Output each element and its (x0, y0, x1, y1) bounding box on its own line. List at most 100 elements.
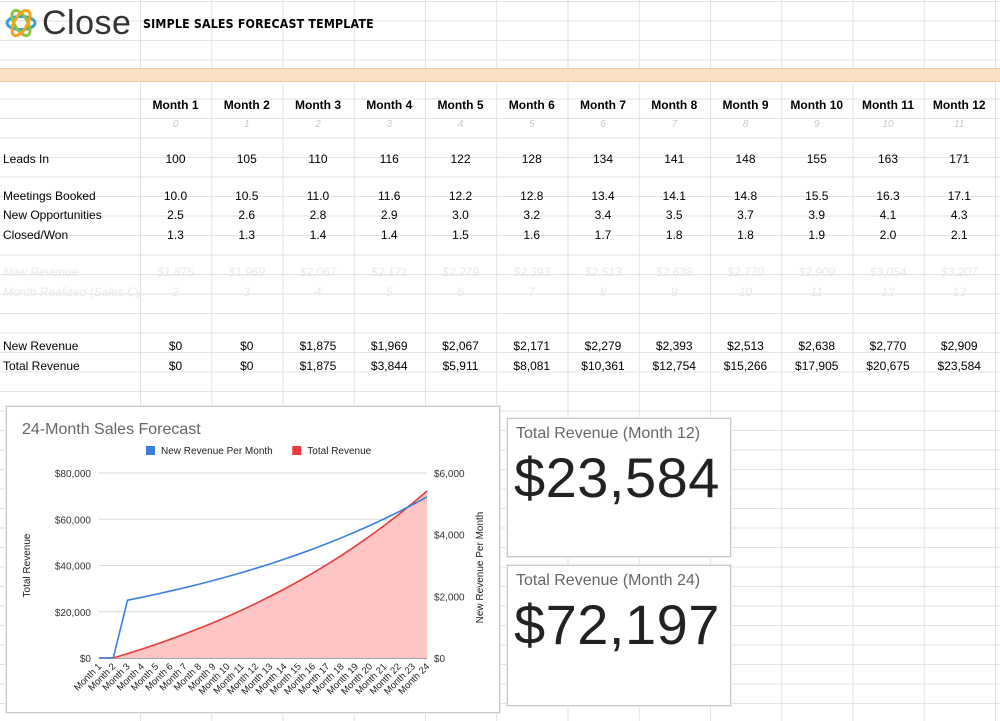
table-cell[interactable]: 2.9 (380, 208, 398, 222)
table-cell[interactable]: 3 (243, 285, 251, 299)
table-cell[interactable]: Month 8 (651, 98, 698, 112)
table-cell[interactable]: 1.7 (594, 228, 612, 242)
table-cell[interactable]: $1,969 (228, 265, 266, 279)
table-cell[interactable]: $2,171 (370, 265, 408, 279)
table-cell[interactable]: $17,905 (795, 359, 839, 373)
table-cell[interactable]: 13.4 (591, 189, 615, 203)
table-cell[interactable]: 155 (806, 152, 827, 166)
table-cell[interactable]: 1.3 (238, 228, 256, 242)
table-cell[interactable]: 148 (735, 152, 756, 166)
table-cell[interactable]: 4 (457, 119, 464, 130)
table-cell[interactable]: 2 (172, 285, 179, 299)
table-cell[interactable]: $1,969 (370, 339, 408, 353)
row-label[interactable]: New Revenue (3, 265, 79, 279)
forecast-chart[interactable]: $0 $20,000 $40,000 $60,000 $80,000 $0 $2,000 $4… (6, 406, 500, 713)
kpi-card-month-24[interactable]: Total Revenue (Month 24) $72,197 (507, 565, 731, 706)
table-cell[interactable]: $0 (240, 359, 254, 373)
table-cell[interactable]: 100 (165, 152, 186, 166)
table-cell[interactable]: $2,513 (584, 265, 622, 279)
row-label[interactable]: Total Revenue (3, 359, 80, 373)
table-cell[interactable]: 105 (236, 152, 257, 166)
table-cell[interactable]: 116 (379, 152, 399, 166)
table-cell[interactable]: 2.6 (238, 208, 256, 222)
table-cell[interactable]: 1.6 (523, 228, 541, 242)
table-cell[interactable]: 8 (599, 285, 607, 299)
table-cell[interactable]: 17.1 (947, 189, 971, 203)
table-cell[interactable]: 1.8 (737, 228, 754, 242)
table-cell[interactable]: Month 9 (722, 98, 769, 112)
table-cell[interactable]: 1.5 (452, 228, 469, 242)
table-cell[interactable]: $2,067 (442, 339, 479, 353)
table-cell[interactable]: 15.5 (805, 189, 829, 203)
table-cell[interactable]: $10,361 (581, 359, 625, 373)
table-cell[interactable]: $2,909 (940, 339, 978, 353)
table-cell[interactable]: 12.2 (448, 189, 473, 203)
table-cell[interactable]: 12 (881, 285, 895, 299)
table-cell[interactable]: $20,675 (866, 359, 910, 373)
table-cell[interactable]: Month 12 (932, 98, 986, 112)
table-cell[interactable]: $2,638 (798, 339, 836, 353)
table-cell[interactable]: $1,875 (157, 265, 194, 279)
table-cell[interactable]: Month 4 (366, 98, 413, 112)
table-cell[interactable]: 1 (243, 119, 250, 130)
table-cell[interactable]: Month 3 (295, 98, 341, 112)
table-cell[interactable]: $8,081 (513, 359, 551, 373)
table-cell[interactable]: 11 (810, 285, 823, 299)
table-cell[interactable]: 11.0 (306, 189, 330, 203)
table-cell[interactable]: $23,584 (937, 359, 981, 373)
row-label[interactable]: Meetings Booked (3, 189, 96, 203)
table-cell[interactable]: 1.4 (380, 228, 398, 242)
table-cell[interactable]: 141 (664, 152, 685, 166)
table-cell[interactable]: Month 1 (152, 98, 199, 112)
table-cell[interactable]: 128 (521, 152, 542, 166)
table-cell[interactable]: $3,207 (940, 265, 978, 279)
row-label[interactable]: New Opportunities (3, 208, 102, 222)
table-cell[interactable]: 12.8 (520, 189, 544, 203)
row-label[interactable]: Closed/Won (3, 228, 69, 242)
table-cell[interactable]: 3.5 (665, 208, 683, 222)
table-cell[interactable]: $2,393 (655, 339, 693, 353)
table-cell[interactable]: $2,513 (727, 339, 764, 353)
table-cell[interactable]: 1.8 (665, 228, 683, 242)
table-cell[interactable]: 11 (954, 119, 965, 130)
table-cell[interactable]: 5 (385, 285, 393, 299)
table-cell[interactable]: 4 (314, 285, 322, 299)
table-cell[interactable]: 1.4 (309, 228, 327, 242)
table-cell[interactable]: $2,909 (798, 265, 836, 279)
table-cell[interactable]: Month 6 (508, 98, 555, 112)
table-cell[interactable]: $5,911 (442, 359, 479, 373)
table-cell[interactable]: 2.8 (309, 208, 327, 222)
table-cell[interactable]: 7 (671, 119, 678, 130)
table-cell[interactable]: 2.5 (167, 208, 184, 222)
table-cell[interactable]: 110 (308, 152, 328, 166)
table-cell[interactable]: 10 (882, 119, 894, 130)
table-cell[interactable]: Month 11 (861, 98, 914, 112)
table-cell[interactable]: 122 (450, 152, 471, 166)
table-cell[interactable]: $2,638 (655, 265, 693, 279)
table-cell[interactable]: Month 7 (580, 98, 626, 112)
table-cell[interactable]: 10.0 (163, 189, 188, 203)
table-cell[interactable]: 9 (813, 119, 820, 130)
table-cell[interactable]: $2,770 (727, 265, 764, 279)
table-cell[interactable]: Month 2 (223, 98, 270, 112)
table-cell[interactable]: 3.2 (523, 208, 541, 222)
table-cell[interactable]: 2.1 (950, 228, 968, 242)
table-cell[interactable]: 1.9 (808, 228, 826, 242)
table-cell[interactable]: $0 (168, 339, 183, 353)
table-cell[interactable]: 14.1 (662, 189, 686, 203)
table-cell[interactable]: $12,754 (652, 359, 696, 373)
table-cell[interactable]: 3.4 (594, 208, 612, 222)
table-cell[interactable]: 8 (742, 119, 749, 130)
table-cell[interactable]: 11.6 (378, 189, 401, 203)
table-cell[interactable]: $0 (168, 359, 183, 373)
table-cell[interactable]: $1,875 (299, 339, 337, 353)
table-cell[interactable]: $2,171 (513, 339, 551, 353)
table-cell[interactable]: 2.0 (879, 228, 897, 242)
row-label[interactable]: Month Realized (Sales Cycle) (3, 285, 140, 299)
table-cell[interactable]: $15,266 (723, 359, 768, 373)
table-cell[interactable]: 10.5 (235, 189, 259, 203)
table-cell[interactable]: 13 (952, 285, 966, 299)
table-cell[interactable]: 134 (592, 152, 614, 166)
table-cell[interactable]: 2 (315, 119, 321, 130)
table-cell[interactable]: 9 (670, 285, 678, 299)
